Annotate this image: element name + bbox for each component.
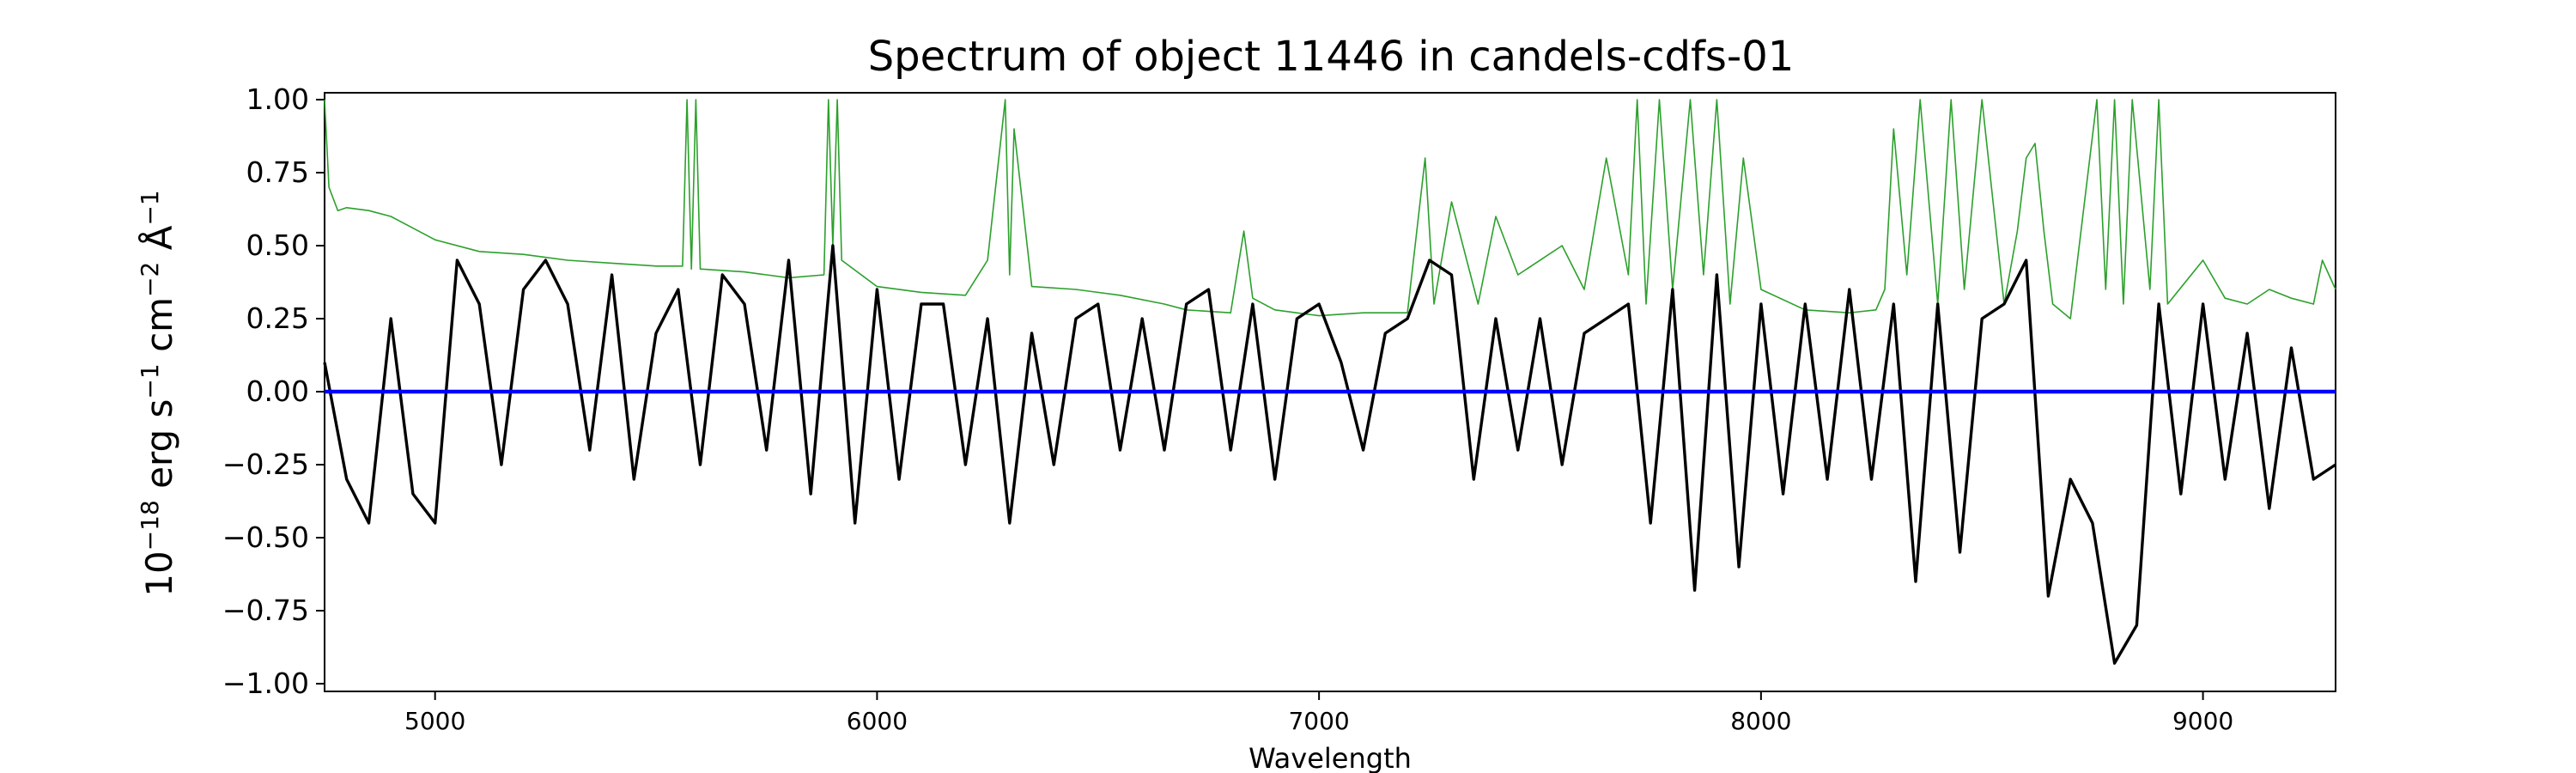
ylabel-unit2: cm [138,297,180,363]
y-axis-label: 10−18 erg s−1 cm−2 Å−1 [136,190,181,596]
y-tick-label: −1.00 [222,666,309,700]
y-tick-label: −0.75 [222,593,309,627]
x-tick-label: 8000 [1730,707,1791,735]
x-axis-label: Wavelength [1249,742,1412,773]
flux-series-line [323,244,2336,665]
chart-title: Spectrum of object 11446 in candels-cdfs… [868,33,1795,81]
ylabel-exp2: −1 [136,363,164,399]
plot-area: 1.00 0.75 0.50 0.25 0.00 −0.25 −0.50 −0.75 −1.00… [222,82,2336,735]
y-tick-label: 0.50 [246,228,309,262]
ylabel-base: 10 [138,551,180,596]
y-tick-label: 0.25 [246,301,309,335]
ylabel-unit3: Å [137,225,180,261]
ylabel-exp3: −2 [136,262,164,297]
x-tick-label: 7000 [1288,707,1349,735]
ylabel-exp1: −18 [136,500,164,551]
x-tick-label: 5000 [404,707,465,735]
x-tick-label: 6000 [847,707,908,735]
y-tick-label: 0.00 [246,374,309,408]
y-tick-label: −0.25 [222,447,309,481]
ylabel-exp4: −1 [136,190,164,225]
y-tick-label: 0.75 [246,155,309,189]
y-tick-label: −0.50 [222,520,309,554]
series-layer [323,99,2336,665]
x-axis-ticks: 5000 6000 7000 8000 9000 [404,691,2233,735]
error-series-line [324,99,2336,320]
y-axis-ticks: 1.00 0.75 0.50 0.25 0.00 −0.25 −0.50 −0.75 −1.00 [222,82,325,700]
x-tick-label: 9000 [2172,707,2233,735]
ylabel-unit1: erg s [138,399,180,501]
y-tick-label: 1.00 [246,82,309,116]
